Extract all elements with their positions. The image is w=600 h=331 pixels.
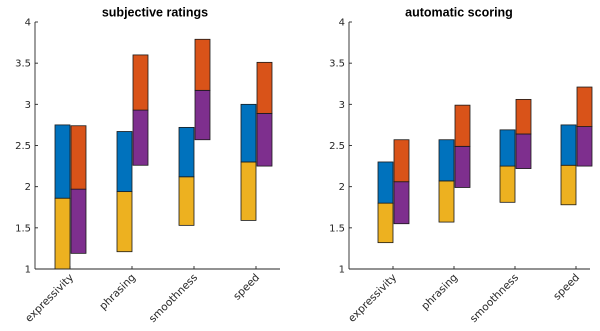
chart-title: automatic scoring bbox=[405, 6, 513, 20]
bar-segment-lower bbox=[515, 133, 532, 169]
x-tick-label: speed bbox=[551, 272, 582, 303]
y-tick-label: 3.5 bbox=[329, 59, 345, 70]
bar-segment-lower bbox=[54, 197, 71, 270]
y-tick-label: 1 bbox=[339, 265, 345, 276]
bar-segment-upper bbox=[560, 124, 577, 166]
x-tick-label: expressivity bbox=[346, 272, 399, 325]
y-tick-label: 2.5 bbox=[329, 141, 345, 152]
bar-segment-lower bbox=[393, 181, 410, 225]
bar-segment-upper bbox=[70, 125, 87, 190]
bar-segment-upper bbox=[54, 124, 71, 199]
y-tick-label: 4 bbox=[339, 18, 345, 29]
bar-segment-upper bbox=[116, 131, 133, 193]
bar-segment-upper bbox=[515, 98, 532, 135]
bar-segment-upper bbox=[240, 103, 257, 163]
bar-segment-lower bbox=[132, 109, 149, 166]
bar-segment-lower bbox=[178, 176, 195, 226]
bar-segment-upper bbox=[194, 38, 211, 91]
y-tick-label: 2.5 bbox=[15, 141, 31, 152]
bar-segment-lower bbox=[240, 161, 257, 221]
bar-segment-lower bbox=[256, 112, 273, 167]
y-tick-label: 1 bbox=[25, 265, 31, 276]
x-tick-label: phrasing bbox=[419, 272, 460, 313]
y-tick-label: 2 bbox=[25, 182, 31, 193]
x-tick-label: speed bbox=[231, 272, 262, 303]
x-tick-label: smoothness bbox=[147, 272, 200, 325]
chart-automatic-scoring: automatic scoring 1 1.5 2 2.5 3 3.5 4 expressiv… bbox=[329, 6, 593, 325]
bar-segment-lower bbox=[116, 191, 133, 253]
chart-subjective-ratings: subjective ratings 1 1.5 2 2.5 3 3.5 4 expressi… bbox=[15, 6, 280, 325]
y-tick-label: 3 bbox=[339, 100, 345, 111]
bar-segment-lower bbox=[499, 165, 516, 203]
bar-segment-lower bbox=[560, 164, 577, 206]
bar-segment-upper bbox=[132, 54, 149, 111]
bar-segment-upper bbox=[454, 104, 471, 147]
bar-segment-upper bbox=[438, 139, 455, 182]
bar-segment-upper bbox=[393, 139, 410, 183]
bar-segment-lower bbox=[438, 180, 455, 223]
x-tick-label: phrasing bbox=[97, 272, 138, 313]
x-tick-label: smoothness bbox=[468, 272, 521, 325]
y-tick-label: 2 bbox=[339, 182, 345, 193]
x-tick-label: expressivity bbox=[23, 272, 76, 325]
y-tick-label: 3 bbox=[25, 100, 31, 111]
bar-segment-lower bbox=[576, 126, 593, 167]
bar-segment-lower bbox=[194, 89, 211, 141]
y-tick-label: 1.5 bbox=[329, 223, 345, 234]
y-tick-label: 1.5 bbox=[15, 223, 31, 234]
y-tick-label: 4 bbox=[25, 18, 31, 29]
bar-segment-lower bbox=[70, 188, 87, 254]
bar-segment-lower bbox=[377, 202, 394, 244]
y-tick-label: 3.5 bbox=[15, 59, 31, 70]
bar-segment-upper bbox=[178, 126, 195, 178]
bar-segment-upper bbox=[377, 161, 394, 204]
bar-segment-upper bbox=[576, 86, 593, 127]
bar-segment-lower bbox=[454, 145, 471, 188]
bar-segment-upper bbox=[256, 61, 273, 114]
bar-segment-upper bbox=[499, 129, 516, 167]
chart-title: subjective ratings bbox=[102, 6, 208, 20]
